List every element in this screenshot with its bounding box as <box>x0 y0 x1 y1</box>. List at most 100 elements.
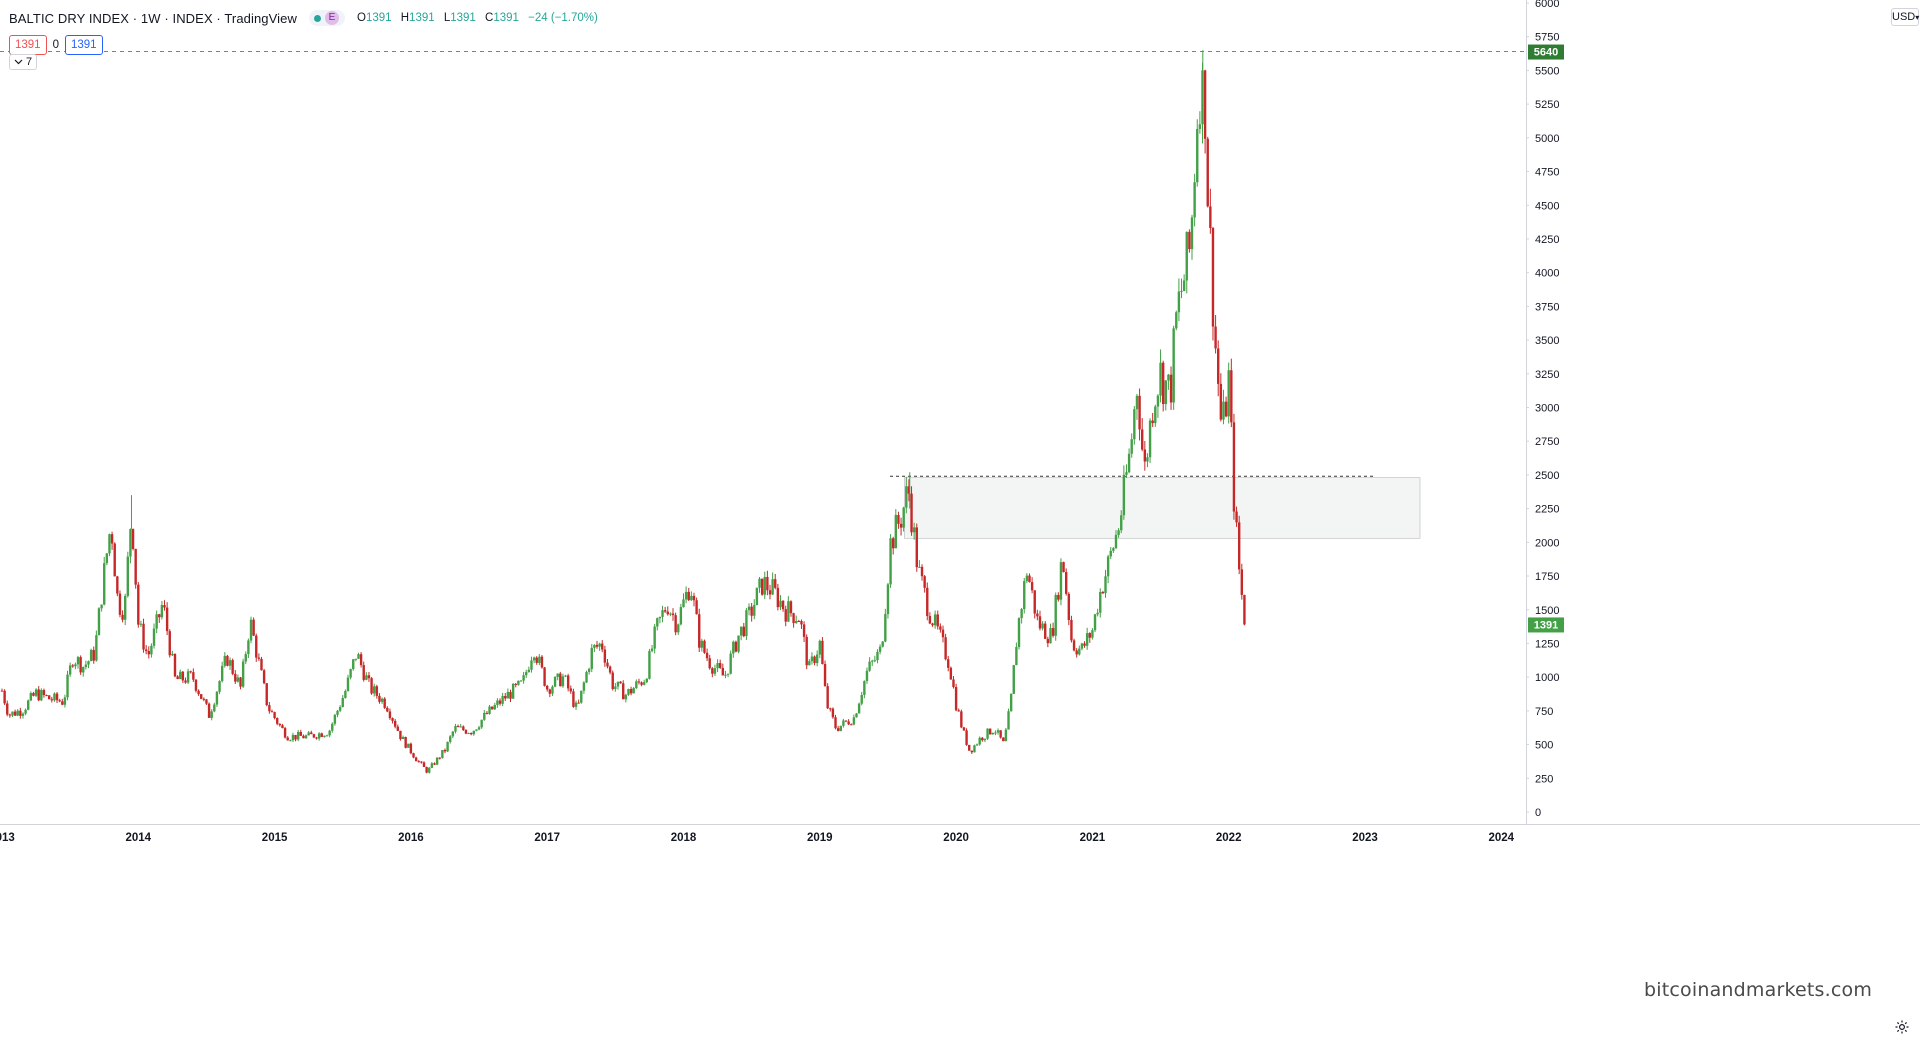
candle-body <box>1230 370 1233 423</box>
candle-body <box>404 737 407 748</box>
candle-body <box>325 735 329 737</box>
candle-body <box>1049 628 1052 644</box>
candle-body <box>603 649 607 663</box>
close-label: C <box>485 12 494 24</box>
high-price-tag <box>1528 44 1564 60</box>
candle-body <box>34 689 38 696</box>
candle-body <box>58 700 61 702</box>
candle-body <box>354 658 358 660</box>
y-tick-label: 6000 <box>1535 0 1559 10</box>
x-tick-label: 2023 <box>1352 832 1378 844</box>
candle-body <box>1085 633 1089 646</box>
gear-icon[interactable] <box>1894 1019 1910 1035</box>
candle-body <box>1122 474 1126 516</box>
candle-body <box>700 640 704 648</box>
candle-body <box>1041 623 1044 629</box>
y-tick-label: 4000 <box>1535 268 1559 280</box>
status-badge[interactable]: E <box>308 10 345 26</box>
candle-body <box>231 660 234 674</box>
candle-body <box>831 708 835 718</box>
candle-body <box>82 666 85 673</box>
candle-body <box>844 720 848 722</box>
candle-body <box>595 644 599 647</box>
candle-body <box>19 710 22 716</box>
candle-body <box>129 529 132 557</box>
candle-body <box>50 699 54 701</box>
candle-body <box>95 635 98 661</box>
high-value: 1391 <box>409 12 435 24</box>
y-tick-label: 5500 <box>1535 65 1559 77</box>
candle-body <box>485 712 489 714</box>
candle-body <box>66 674 69 698</box>
candle-body <box>1104 576 1107 594</box>
candle-body <box>1177 291 1181 313</box>
candle-body <box>1093 614 1097 631</box>
candle-body <box>745 610 748 637</box>
candle-body <box>774 579 777 588</box>
candle-body <box>692 595 696 601</box>
candle-body <box>226 655 229 666</box>
candle-body <box>1033 590 1036 614</box>
candle-body <box>674 615 677 633</box>
candle-body <box>239 677 242 687</box>
candle-body <box>666 611 669 615</box>
candle-body <box>504 696 507 699</box>
candle-body <box>202 698 206 700</box>
candle-body <box>711 668 714 674</box>
candle-body <box>999 730 1002 738</box>
candle-body <box>572 691 575 707</box>
candle-body <box>800 621 803 625</box>
candle-body <box>920 566 924 577</box>
candle-body <box>718 663 722 668</box>
candle-body <box>273 712 276 719</box>
candle-body <box>480 719 483 728</box>
candle-body <box>813 656 816 664</box>
candle-body <box>467 733 470 735</box>
candle-body <box>577 702 580 704</box>
candle-body <box>645 678 649 683</box>
indicators-collapse-button[interactable]: 7 <box>9 54 38 70</box>
sell-button[interactable]: 1391 <box>9 35 47 55</box>
candle-body <box>960 711 963 728</box>
currency-select[interactable]: USD▾ <box>1891 8 1919 26</box>
candle-body <box>299 732 303 736</box>
candle-body <box>608 666 612 673</box>
candle-body <box>420 761 423 763</box>
candle-body <box>836 728 840 731</box>
candle-body <box>650 648 654 652</box>
candle-body <box>357 654 360 659</box>
candle-body <box>679 607 683 625</box>
candle-body <box>975 744 979 746</box>
buy-button[interactable]: 1391 <box>65 35 103 55</box>
candle-body <box>55 693 59 701</box>
candle-body <box>933 614 937 626</box>
candle-body <box>328 730 331 736</box>
candle-body <box>391 718 394 721</box>
candle-body <box>123 595 127 620</box>
candle-body <box>1106 556 1110 577</box>
candle-body <box>742 626 745 637</box>
candle-body <box>876 651 879 661</box>
candle-body <box>296 732 300 740</box>
candle-body <box>425 766 428 773</box>
y-tick-label: 2500 <box>1535 470 1559 482</box>
symbol-title[interactable]: BALTIC DRY INDEX · 1W · INDEX · TradingV… <box>9 10 297 26</box>
candle-body <box>97 608 101 636</box>
candle-body <box>317 733 321 739</box>
candle-body <box>829 708 832 710</box>
candle-body <box>134 548 137 585</box>
candle-body <box>409 743 413 754</box>
candle-body <box>973 745 976 753</box>
candle-body <box>852 717 856 725</box>
candle-body <box>393 720 397 727</box>
candle-body <box>923 576 926 588</box>
candle-body <box>894 514 898 549</box>
candle-body <box>708 658 711 669</box>
candle-body <box>724 674 727 676</box>
candle-body <box>247 640 250 655</box>
candle-body <box>661 610 664 617</box>
candle-body <box>488 706 491 714</box>
candle-body <box>103 563 106 605</box>
candle-body <box>189 671 192 673</box>
